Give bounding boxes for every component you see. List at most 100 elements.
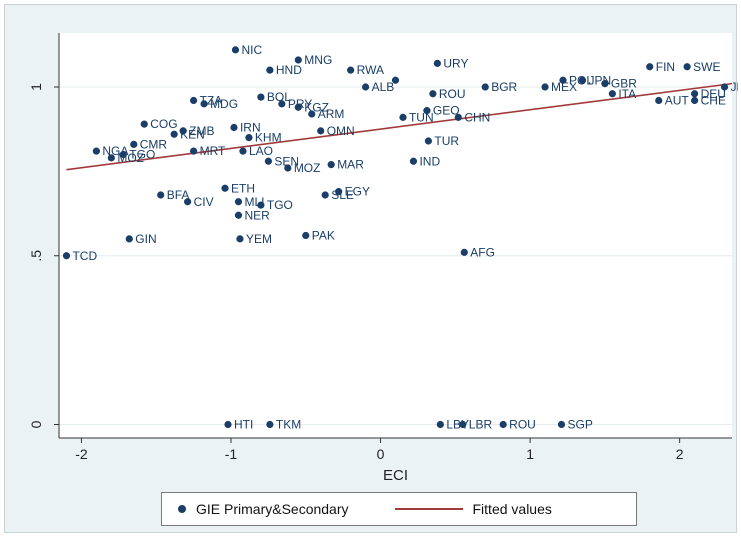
data-point: [691, 96, 699, 105]
point-label: FIN: [656, 60, 675, 74]
data-point: [391, 76, 400, 84]
data-point: [720, 83, 729, 91]
point-label: AUT: [665, 94, 690, 108]
point-label: SGP: [568, 418, 593, 432]
data-point: [436, 420, 444, 429]
legend-marker-line: [394, 508, 463, 510]
fitted-line-group: [66, 82, 733, 171]
data-point: [499, 420, 507, 429]
y-tick-label: .5: [28, 250, 44, 262]
data-point: [234, 211, 243, 219]
point-label: YEM: [246, 232, 272, 246]
plot-area: [59, 33, 732, 438]
data-point: [107, 154, 115, 162]
legend-label-scatter: GIE Primary&Secondary: [196, 501, 349, 517]
x-tick-label: -2: [75, 446, 88, 462]
x-tick-label: 0: [377, 446, 385, 462]
data-point: [200, 100, 208, 108]
data-point: [655, 96, 663, 105]
data-point: [683, 63, 691, 71]
point-label: TUN: [409, 110, 434, 124]
data-point: [278, 100, 286, 108]
data-point: [190, 96, 198, 105]
point-label: PAK: [312, 229, 335, 243]
point-label: TGO: [129, 148, 155, 162]
data-point: [460, 248, 468, 256]
fitted-line: [66, 82, 733, 171]
data-point: [399, 113, 407, 121]
point-label: MEX: [551, 80, 577, 94]
point-label: IRN: [240, 121, 261, 135]
data-point: [409, 157, 418, 165]
point-label: ETH: [231, 181, 255, 195]
data-point: [92, 147, 100, 155]
data-point: [559, 76, 567, 84]
data-point: [601, 80, 609, 88]
point-label: CMR: [140, 137, 168, 151]
point-label: SWE: [693, 60, 720, 74]
x-tick-label: 1: [526, 446, 534, 462]
y-tick-label: 1: [28, 83, 44, 91]
data-point: [361, 83, 370, 91]
data-point: [423, 107, 431, 115]
point-label: JPN: [731, 80, 738, 94]
data-point: [140, 120, 148, 128]
point-label: CHN: [464, 110, 490, 124]
point-label: TCD: [72, 249, 97, 263]
data-point: [557, 420, 566, 429]
data-point: [245, 134, 253, 142]
data-point: [294, 56, 302, 64]
legend-item-scatter: GIE Primary&Secondary: [162, 501, 349, 517]
data-point: [62, 252, 71, 260]
point-label: BOL: [267, 90, 291, 104]
point-label: IND: [419, 154, 440, 168]
point-label: CIV: [194, 195, 214, 209]
data-point: [236, 235, 244, 243]
point-label: BGR: [491, 80, 517, 94]
data-point: [130, 140, 138, 148]
point-label: ROU: [509, 418, 536, 432]
data-point: [429, 90, 437, 98]
point-label: ROU: [439, 87, 466, 101]
data-point: [284, 164, 292, 172]
point-label: ZMB: [189, 124, 214, 138]
axes: -2 -1 0 1 2 0 .5 1: [28, 33, 732, 462]
data-point: [481, 83, 489, 91]
point-label: EGY: [345, 185, 370, 199]
point-label: RWA: [357, 63, 384, 77]
data-point: [433, 59, 441, 67]
point-label: TGO: [267, 198, 293, 212]
data-point: [294, 103, 302, 111]
legend-label-fit: Fitted values: [472, 501, 552, 517]
chart-background: -2 -1 0 1 2 0.5 1 TCD NGA MOZ TGO CMR COG GIN BFA CIV K…: [4, 4, 738, 533]
point-label: TKM: [276, 418, 301, 432]
point-label: BFA: [167, 188, 190, 202]
point-label: MOZ: [294, 161, 321, 175]
data-point: [347, 66, 355, 74]
point-label: ITA: [618, 87, 636, 101]
data-point: [302, 231, 310, 240]
legend: GIE Primary&Secondary Fitted values: [161, 492, 637, 526]
point-label: MRT: [200, 144, 226, 158]
point-label: GEO: [433, 104, 460, 118]
data-point: [257, 201, 265, 209]
point-label: AFG: [470, 245, 495, 259]
point-label: MDG: [210, 97, 238, 111]
point-label: URY: [443, 56, 468, 70]
point-label: SEN: [274, 154, 299, 168]
data-point: [234, 198, 243, 206]
point-label: HTI: [234, 418, 253, 432]
data-point: [691, 90, 699, 98]
data-point: [308, 110, 316, 118]
point-label: ARM: [318, 107, 345, 121]
data-point: [221, 184, 229, 192]
y-tick-label: 0: [28, 420, 44, 428]
legend-item-fit: Fitted values: [349, 501, 552, 517]
point-label: HND: [276, 63, 302, 77]
x-axis-title: ECI: [383, 467, 408, 484]
data-point: [459, 420, 467, 429]
data-point: [335, 188, 343, 196]
point-label: LAO: [249, 144, 273, 158]
